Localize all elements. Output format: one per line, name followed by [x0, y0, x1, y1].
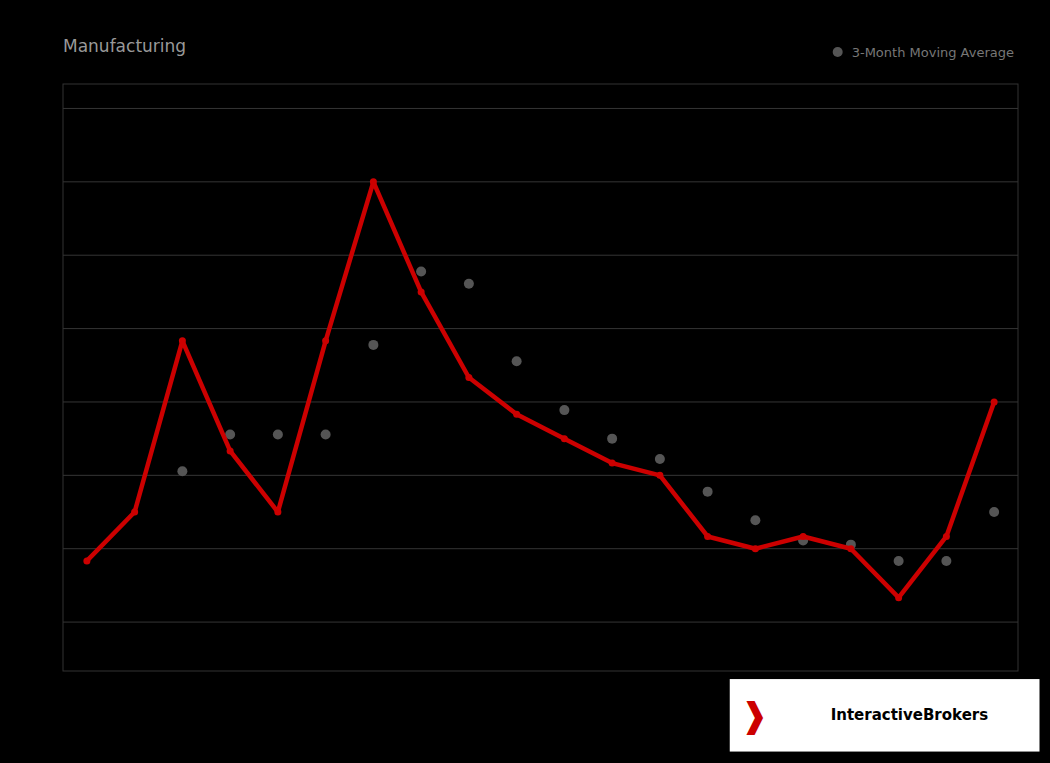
line-marker	[752, 545, 759, 552]
line-marker	[274, 509, 281, 516]
line	[87, 182, 994, 598]
plot-area	[83, 178, 999, 601]
logo-box	[730, 679, 1040, 751]
scatter-point	[321, 430, 331, 440]
scatter-point	[941, 556, 951, 566]
line-marker	[991, 398, 998, 405]
line-marker	[370, 178, 377, 185]
logo-icon: ❱	[740, 695, 769, 736]
grid-line	[63, 181, 1018, 182]
scatter-point	[177, 466, 187, 476]
scatter-point	[512, 356, 522, 366]
line-marker	[895, 594, 902, 601]
line-marker	[322, 337, 329, 344]
line-marker	[513, 411, 520, 418]
legend-marker	[833, 47, 843, 57]
scatter-point	[464, 279, 474, 289]
scatter-point	[989, 507, 999, 517]
plot-frame	[63, 84, 1018, 671]
scatter-point	[607, 434, 617, 444]
chart: Manufacturing 3-Month Moving Average ❱ Inte…	[0, 0, 1050, 763]
line-marker	[131, 509, 138, 516]
line-marker	[227, 447, 234, 454]
line-marker	[418, 288, 425, 295]
scatter-point	[368, 340, 378, 350]
line-marker	[800, 533, 807, 540]
title: Manufacturing	[63, 36, 186, 56]
scatter-point	[416, 267, 426, 277]
line-marker	[847, 545, 854, 552]
grid-line	[63, 475, 1018, 476]
grid-line	[63, 255, 1018, 256]
line-marker	[83, 557, 90, 564]
scatter-point	[703, 487, 713, 497]
legend-label: 3-Month Moving Average	[852, 45, 1014, 60]
line-marker	[656, 472, 663, 479]
line-marker	[704, 533, 711, 540]
line-marker	[943, 533, 950, 540]
grid-line	[63, 622, 1018, 623]
grid-line	[63, 548, 1018, 549]
grid-line	[63, 401, 1018, 402]
scatter-point	[894, 556, 904, 566]
scatter-point	[750, 515, 760, 525]
line-marker	[179, 337, 186, 344]
grid-line	[63, 108, 1018, 109]
logo-text: InteractiveBrokers	[831, 706, 989, 724]
line-marker	[465, 374, 472, 381]
line-marker	[561, 435, 568, 442]
line-marker	[609, 460, 616, 467]
grid-line	[63, 328, 1018, 329]
scatter-point	[273, 430, 283, 440]
background	[0, 0, 1050, 763]
scatter-point	[655, 454, 665, 464]
scatter-point	[559, 405, 569, 415]
